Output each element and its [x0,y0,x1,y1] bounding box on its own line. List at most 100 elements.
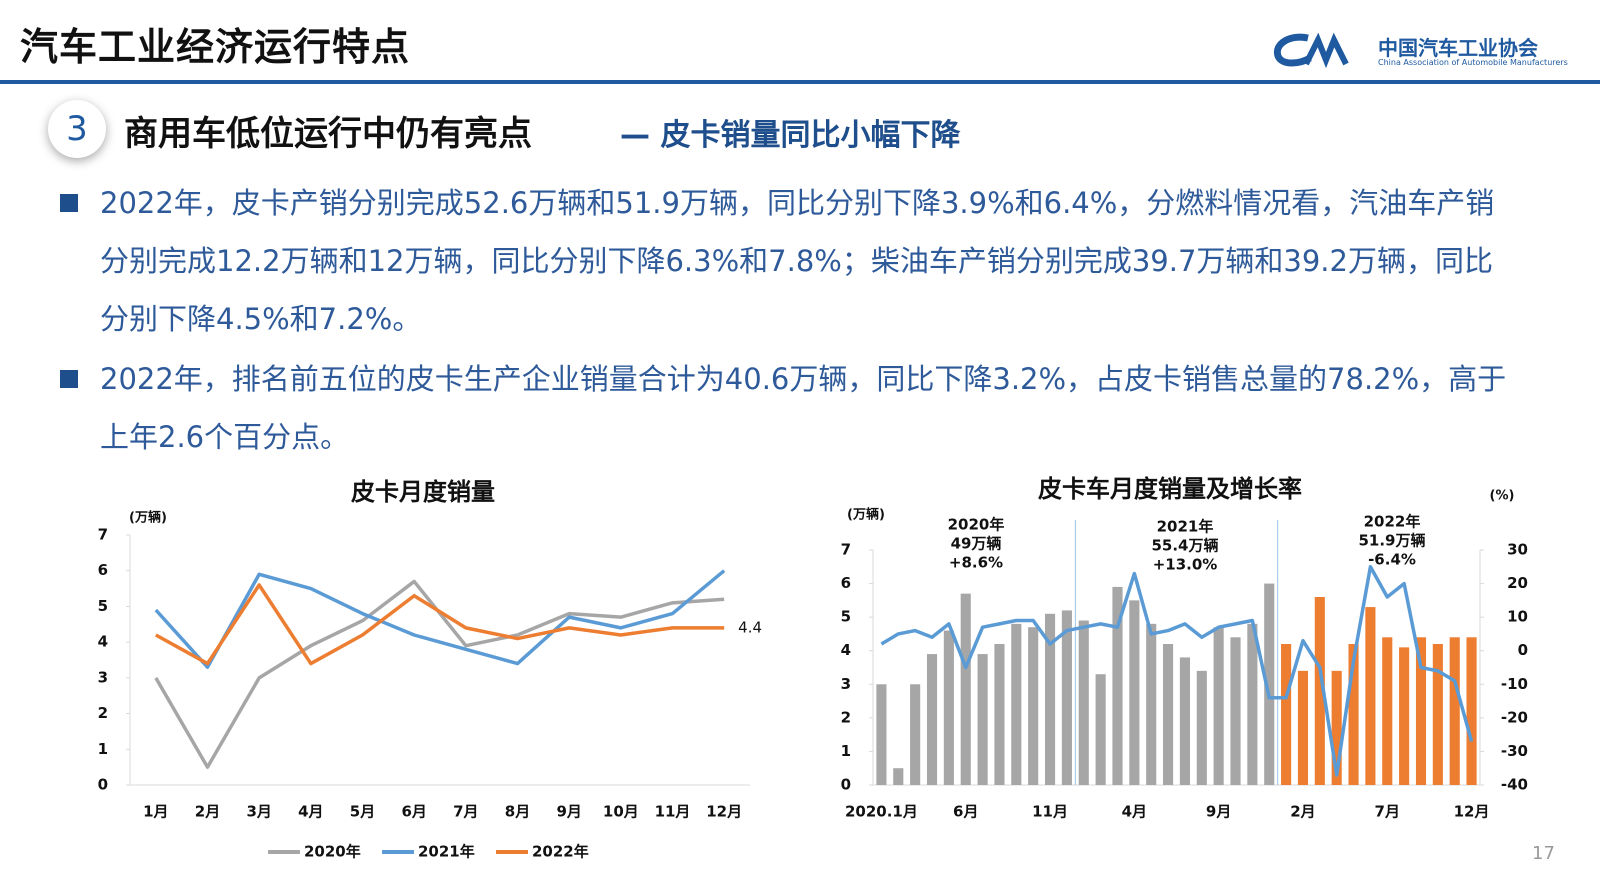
y-tick-label: 2 [98,704,108,722]
annotation: 49万辆 [951,535,1002,553]
bar [1112,586,1123,785]
bar [977,654,988,785]
section-number: 3 [48,100,106,158]
x-tick-label: 11月 [655,803,691,821]
x-tick-label: 11月 [1032,803,1068,821]
y2-tick-label: 0 [1518,641,1528,659]
logo-text: 中国汽车工业协会 [1378,36,1538,60]
bullet: 2022年，皮卡产销分别完成52.6万辆和51.9万辆，同比分别下降3.9%和6… [60,174,1520,348]
x-tick-label: 2020.1月 [845,803,918,821]
y-tick-label: 1 [841,742,851,760]
y2-unit: (%) [1490,489,1515,504]
x-tick-label: 4月 [1122,803,1147,821]
bullet: 2022年，排名前五位的皮卡生产企业销量合计为40.6万辆，同比下降3.2%，占… [60,350,1520,466]
bullet-text: 2022年，排名前五位的皮卡生产企业销量合计为40.6万辆，同比下降3.2%，占… [100,362,1507,454]
y-tick-label: 0 [841,776,851,794]
bar [1179,657,1190,785]
line-series [154,569,726,669]
legend-label: 2021年 [418,843,475,861]
y2-tick-label: -40 [1501,776,1528,794]
annotation: 2022年 [1364,513,1421,531]
y2-tick-label: -20 [1501,708,1528,726]
bar [926,654,938,785]
y-tick-label: 1 [98,740,108,758]
x-tick-label: 2月 [195,803,220,821]
legend-label: 2020年 [304,843,361,861]
x-tick-label: 5月 [350,803,375,821]
annotation: -6.4% [1368,551,1416,569]
section-subheading: — 皮卡销量同比小幅下降 [620,118,961,153]
y-tick-label: 6 [98,561,108,579]
y2-tick-label: -10 [1501,675,1528,693]
y2-tick-label: 30 [1507,541,1528,559]
bar [1230,637,1241,785]
bar [1044,613,1056,785]
x-tick-label: 7月 [453,803,478,821]
bar [1466,637,1477,785]
annotation: +8.6% [949,554,1003,572]
y2-tick-label: 10 [1507,608,1528,626]
y-tick-label: 7 [841,541,851,559]
logo-mark [1273,32,1349,69]
y-tick-label: 6 [841,574,851,592]
slide-title: 汽车工业经济运行特点 [20,25,411,69]
bar [1213,627,1224,785]
x-tick-label: 12月 [706,803,742,821]
bar [1163,644,1174,785]
y-tick-label: 2 [841,708,851,726]
y-tick-label: 3 [98,668,108,686]
data-label: 4.4 [738,618,762,636]
chart-title: 皮卡车月度销量及增长率 [1038,475,1302,503]
logo-subtext: China Association of Automobile Manufact… [1378,58,1568,67]
x-tick-label: 6月 [953,803,978,821]
annotation: 2021年 [1157,518,1214,536]
x-tick-label: 8月 [505,803,530,821]
x-tick-label: 7月 [1375,803,1400,821]
x-tick-label: 6月 [401,803,426,821]
x-tick-label: 2月 [1290,803,1315,821]
bar [1382,637,1393,785]
bar [1415,637,1427,785]
bar [876,684,887,785]
chart-title: 皮卡月度销量 [351,478,495,506]
y-tick-label: 0 [98,776,108,794]
bar [1281,644,1292,785]
bar [1314,597,1325,785]
bullet-text: 2022年，皮卡产销分别完成52.6万辆和51.9万辆，同比分别下降3.9%和6… [100,186,1495,336]
y2-tick-label: 20 [1507,574,1528,592]
title-rule [0,80,1600,84]
x-tick-label: 1月 [143,803,168,821]
y-tick-label: 5 [98,597,108,615]
bar [1297,670,1309,785]
bar [1264,583,1275,785]
y-tick-label: 7 [98,526,108,544]
bar [960,593,971,785]
bar [893,768,904,785]
bar [1399,647,1410,785]
x-tick-label: 9月 [556,803,581,821]
x-tick-label: 9月 [1206,803,1231,821]
bar [1095,674,1106,785]
bar [943,630,954,785]
annotation: 55.4万辆 [1151,537,1218,555]
annotation: +13.0% [1153,556,1218,574]
x-tick-label: 12月 [1454,803,1490,821]
bar [994,644,1005,785]
bar [1348,644,1359,785]
bar [1365,607,1376,785]
x-tick-label: 3月 [246,803,271,821]
y-unit: (万辆) [847,507,885,523]
y-tick-label: 4 [98,633,108,651]
bar [1449,637,1460,785]
y-tick-label: 5 [841,608,851,626]
bar [1432,644,1443,785]
bar [1129,600,1140,785]
bar [1196,670,1207,785]
bar [1061,610,1072,785]
line-series [880,565,1474,777]
bar [1146,623,1157,785]
bar [1078,620,1089,785]
section-heading: 商用车低位运行中仍有亮点 [124,114,532,154]
bar [910,684,921,785]
